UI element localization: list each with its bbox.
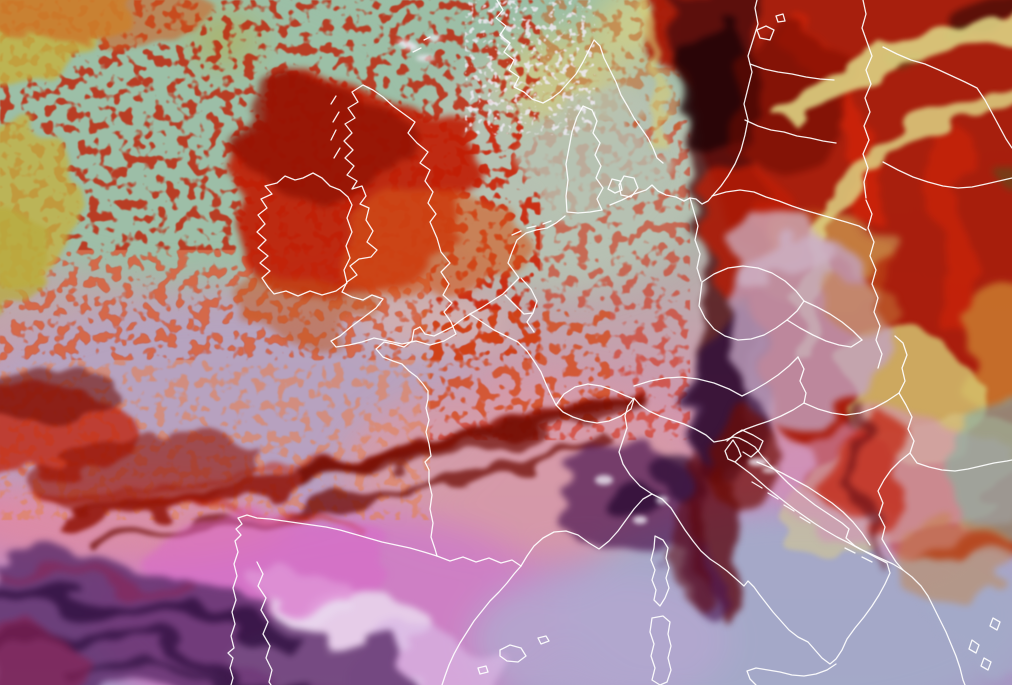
cloud-blob (344, 198, 520, 298)
cloud-swirl (779, 15, 1012, 131)
jet-streak (298, 388, 648, 488)
border-romania-serbia (898, 392, 1012, 472)
cloud-blob (946, 395, 1012, 545)
cloud-blob (235, 85, 425, 195)
border-hungary-west (797, 356, 807, 404)
border-hungary-east (894, 335, 908, 394)
border-benelux-germany (504, 277, 538, 333)
cloud-streak (911, 108, 971, 328)
cloud-speck (416, 55, 434, 61)
cloud-swirl (635, 0, 667, 146)
border-belarus-north (861, 0, 873, 199)
cloud-speck (397, 39, 419, 51)
islands-estonia (756, 13, 786, 41)
cloud-speck (633, 516, 647, 524)
cloud-blob (822, 270, 902, 330)
islands-denmark (607, 175, 639, 198)
islands-hebrides (330, 95, 341, 159)
border-croatia-bosnia (756, 461, 871, 546)
island-corsica (650, 535, 670, 607)
coastline-croatia-adriatic (724, 439, 966, 685)
border-portugal-spain (256, 561, 273, 685)
cloud-blob (222, 266, 378, 338)
cloud-blob (730, 30, 850, 170)
coastline-france-atlantic (375, 313, 471, 557)
border-czechia (698, 265, 805, 341)
border-poland-belarus (865, 199, 883, 369)
border-latvia-lithuania (744, 119, 837, 144)
border-estonia-latvia (749, 63, 835, 81)
cloud-blob (983, 160, 1012, 180)
coastline-ireland (256, 172, 353, 297)
cloud-blob (963, 278, 1012, 402)
border-germany-austria (633, 356, 799, 397)
islands-greece (968, 617, 1001, 671)
cloud-blob (834, 424, 902, 540)
border-france-east (469, 313, 557, 406)
islands-frisian (511, 220, 552, 236)
coastline-great-britain (330, 84, 457, 348)
coastline-france-mediterranean (520, 493, 653, 567)
white-speckle-norway (465, 0, 595, 135)
islands-adriatic (751, 481, 873, 563)
cloud-blob (0, 210, 48, 314)
coastline-netherlands-belgium (469, 215, 566, 315)
coastline-denmark (565, 105, 604, 214)
coastline-norway-sweden (495, 0, 664, 164)
coastline-sicily (746, 663, 837, 685)
cloud-streak (0, 588, 288, 650)
cloud-blob (0, 0, 215, 42)
jet-streak (99, 433, 612, 547)
cloud-blob (590, 478, 654, 522)
border-croatia-hungary (736, 402, 805, 434)
cloud-blob (35, 431, 265, 513)
cloud-streak (841, 418, 872, 563)
border-slovakia-north (803, 300, 863, 341)
jet-streak-layer (0, 370, 648, 547)
border-serbia-bosnia (877, 452, 911, 571)
border-slovakia-south (786, 319, 863, 348)
cloud-speck (595, 475, 613, 485)
border-belarus-south (882, 161, 1012, 189)
country-borders (227, 0, 1012, 685)
cloud-streak (0, 565, 197, 601)
cloud-blob (0, 370, 130, 422)
border-lithuania-poland (711, 189, 867, 231)
islands-orkney (412, 36, 431, 53)
cloud-blob (890, 520, 1012, 604)
cloud-blob (0, 626, 90, 685)
coastline-spain-mediterranean (441, 565, 522, 685)
cloud-blob (155, 510, 405, 610)
cloud-blob (720, 212, 824, 292)
border-france-spain-pyrenees (436, 555, 522, 567)
border-switzerland (555, 383, 635, 424)
coastline-iberia (227, 514, 438, 685)
border-germany-poland (689, 197, 702, 282)
border-hungary-south (803, 392, 900, 416)
cloud-speck (427, 35, 441, 41)
border-belarus-russia (882, 46, 1012, 149)
islands-balearic (477, 635, 550, 675)
cloud-blob (668, 500, 712, 620)
island-sardinia (649, 615, 672, 685)
southern-cloud-layer (0, 104, 1012, 685)
